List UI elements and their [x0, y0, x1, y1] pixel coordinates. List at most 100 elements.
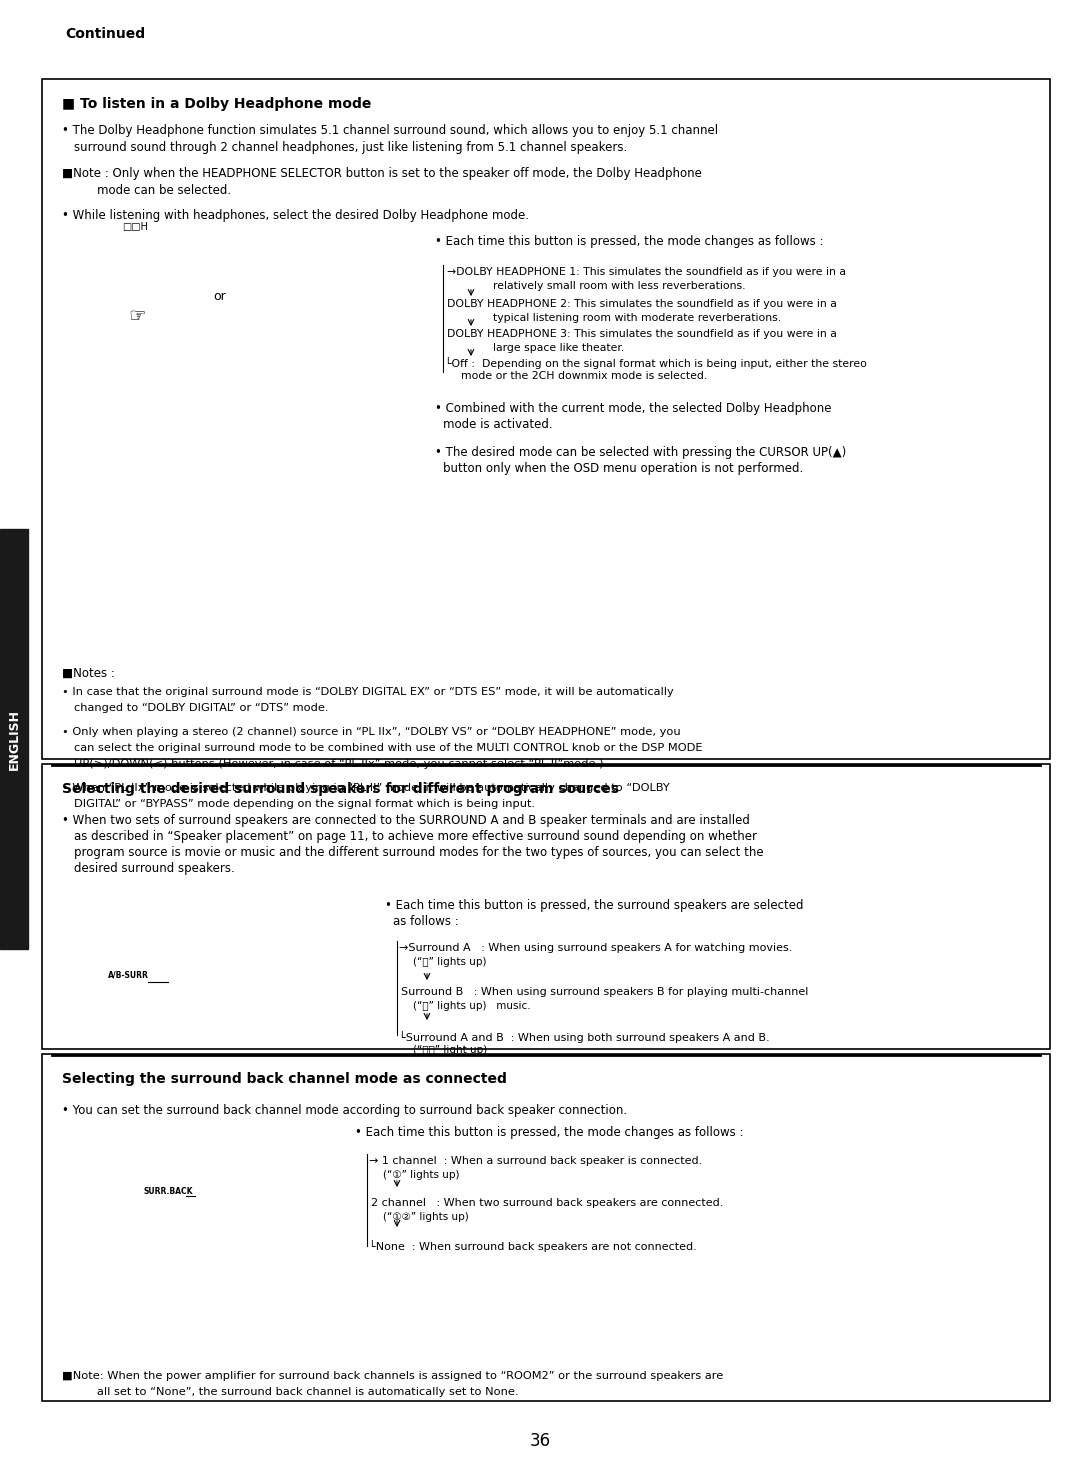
Text: • Each time this button is pressed, the mode changes as follows :: • Each time this button is pressed, the … — [435, 235, 824, 248]
Bar — [268, 325, 278, 334]
Bar — [168, 274, 178, 282]
Bar — [255, 339, 265, 348]
Bar — [184, 955, 193, 964]
Text: ■Note : Only when the HEADPHONE SELECTOR button is set to the speaker off mode, : ■Note : Only when the HEADPHONE SELECTOR… — [62, 167, 702, 180]
Bar — [281, 285, 291, 294]
Text: DOLBY HEADPHONE 2: This simulates the soundfield as if you were in a: DOLBY HEADPHONE 2: This simulates the so… — [447, 299, 837, 309]
Text: →DOLBY HEADPHONE 1: This simulates the soundfield as if you were in a: →DOLBY HEADPHONE 1: This simulates the s… — [447, 268, 846, 277]
Bar — [199, 1225, 207, 1233]
Text: DOLBY HEADPHONE 3: This simulates the soundfield as if you were in a: DOLBY HEADPHONE 3: This simulates the so… — [447, 328, 837, 339]
Bar — [195, 1016, 205, 1023]
Text: as described in “Speaker placement” on page 11, to achieve more effective surrou: as described in “Speaker placement” on p… — [75, 830, 757, 843]
Bar — [268, 299, 278, 308]
Bar — [195, 967, 205, 976]
Text: can select the original surround mode to be combined with use of the MULTI CONTR: can select the original surround mode to… — [75, 742, 702, 753]
Bar — [156, 312, 165, 321]
Bar — [199, 1140, 227, 1162]
Text: SURR.BACK: SURR.BACK — [144, 1186, 192, 1195]
Bar — [219, 1214, 227, 1222]
Text: ■Note: When the power amplifier for surround back channels is assigned to “ROOM2: ■Note: When the power amplifier for surr… — [62, 1371, 724, 1381]
Text: (“①②” lights up): (“①②” lights up) — [383, 1211, 469, 1222]
Text: └Surround A and B  : When using both surround speakers A and B.: └Surround A and B : When using both surr… — [399, 1031, 770, 1043]
Bar — [255, 351, 265, 359]
Bar — [268, 274, 278, 282]
Bar — [172, 992, 181, 1000]
Text: changed to “DOLBY DIGITAL” or “DTS” mode.: changed to “DOLBY DIGITAL” or “DTS” mode… — [75, 703, 328, 713]
Bar — [210, 1202, 217, 1211]
Bar — [281, 312, 291, 321]
Bar — [168, 312, 178, 321]
Bar — [0, 529, 28, 950]
Text: all set to “None”, the surround back channel is automatically set to None.: all set to “None”, the surround back cha… — [97, 1387, 518, 1398]
Bar — [172, 944, 181, 952]
Text: button only when the OSD menu operation is not performed.: button only when the OSD menu operation … — [443, 461, 804, 475]
Text: • Each time this button is pressed, the surround speakers are selected: • Each time this button is pressed, the … — [384, 899, 804, 913]
Text: ■Notes :: ■Notes : — [62, 667, 114, 680]
Text: Selecting the surround back channel mode as connected: Selecting the surround back channel mode… — [62, 1072, 507, 1086]
Bar — [210, 1214, 217, 1222]
Bar — [156, 274, 165, 282]
Text: (“ⒶⒷ” light up): (“ⒶⒷ” light up) — [413, 1046, 487, 1055]
Text: • When “PL IIx” mode is selected while playing in “PL II” mode, it will be autom: • When “PL IIx” mode is selected while p… — [62, 782, 670, 793]
Text: surround sound through 2 channel headphones, just like listening from 5.1 channe: surround sound through 2 channel headpho… — [75, 141, 627, 154]
Bar — [219, 1182, 227, 1189]
Text: mode is activated.: mode is activated. — [443, 419, 553, 430]
Bar — [184, 1004, 193, 1012]
Bar — [219, 1225, 227, 1233]
FancyBboxPatch shape — [42, 78, 1050, 759]
Text: Surround B   : When using surround speakers B for playing multi-channel: Surround B : When using surround speaker… — [401, 986, 808, 997]
Bar — [195, 955, 205, 964]
Bar — [184, 981, 193, 988]
Text: (“Ⓑ” lights up)   music.: (“Ⓑ” lights up) music. — [413, 1001, 530, 1012]
Bar — [268, 312, 278, 321]
Bar — [210, 1225, 217, 1233]
Bar — [172, 955, 181, 964]
Bar — [268, 339, 278, 348]
Bar — [195, 981, 205, 988]
Bar — [268, 285, 278, 294]
Bar — [255, 299, 265, 308]
Text: 2 channel   : When two surround back speakers are connected.: 2 channel : When two surround back speak… — [372, 1198, 724, 1208]
Text: • When two sets of surround speakers are connected to the SURROUND A and B speak: • When two sets of surround speakers are… — [62, 813, 750, 827]
Text: desired surround speakers.: desired surround speakers. — [75, 862, 234, 876]
Text: ENGLISH: ENGLISH — [8, 708, 21, 769]
Text: program source is movie or music and the different surround modes for the two ty: program source is movie or music and the… — [75, 846, 764, 859]
Bar — [268, 351, 278, 359]
Bar — [195, 1004, 205, 1012]
Bar — [219, 1202, 227, 1211]
Text: ■ To listen in a Dolby Headphone mode: ■ To listen in a Dolby Headphone mode — [62, 98, 372, 111]
Bar — [168, 285, 178, 294]
Text: (“①” lights up): (“①” lights up) — [383, 1170, 459, 1180]
Text: as follows :: as follows : — [393, 916, 459, 927]
Bar — [195, 944, 205, 952]
FancyBboxPatch shape — [249, 207, 298, 392]
Text: →Surround A   : When using surround speakers A for watching movies.: →Surround A : When using surround speake… — [399, 944, 793, 952]
Bar — [172, 1016, 181, 1023]
Bar — [172, 967, 181, 976]
Bar — [156, 223, 193, 248]
Bar — [255, 274, 265, 282]
Bar — [181, 339, 191, 348]
Bar — [281, 339, 291, 348]
Text: □□H: □□H — [122, 222, 148, 232]
Bar — [255, 223, 293, 248]
Bar — [199, 1192, 207, 1199]
Text: A/B-SURR: A/B-SURR — [108, 970, 148, 979]
Bar — [255, 285, 265, 294]
Bar — [168, 339, 178, 348]
Text: ☞: ☞ — [129, 308, 146, 327]
Bar — [181, 285, 191, 294]
Text: mode can be selected.: mode can be selected. — [97, 183, 231, 197]
Bar — [156, 285, 165, 294]
Text: → 1 channel  : When a surround back speaker is connected.: → 1 channel : When a surround back speak… — [369, 1157, 702, 1165]
Bar — [281, 351, 291, 359]
Bar — [199, 1182, 207, 1189]
Text: • The desired mode can be selected with pressing the CURSOR UP(▲): • The desired mode can be selected with … — [435, 447, 847, 458]
Bar — [156, 339, 165, 348]
FancyBboxPatch shape — [42, 765, 1050, 1049]
Bar — [184, 992, 193, 1000]
Text: (“Ⓐ” lights up): (“Ⓐ” lights up) — [413, 957, 486, 967]
Bar — [281, 274, 291, 282]
Bar — [184, 944, 193, 952]
Bar — [281, 325, 291, 334]
